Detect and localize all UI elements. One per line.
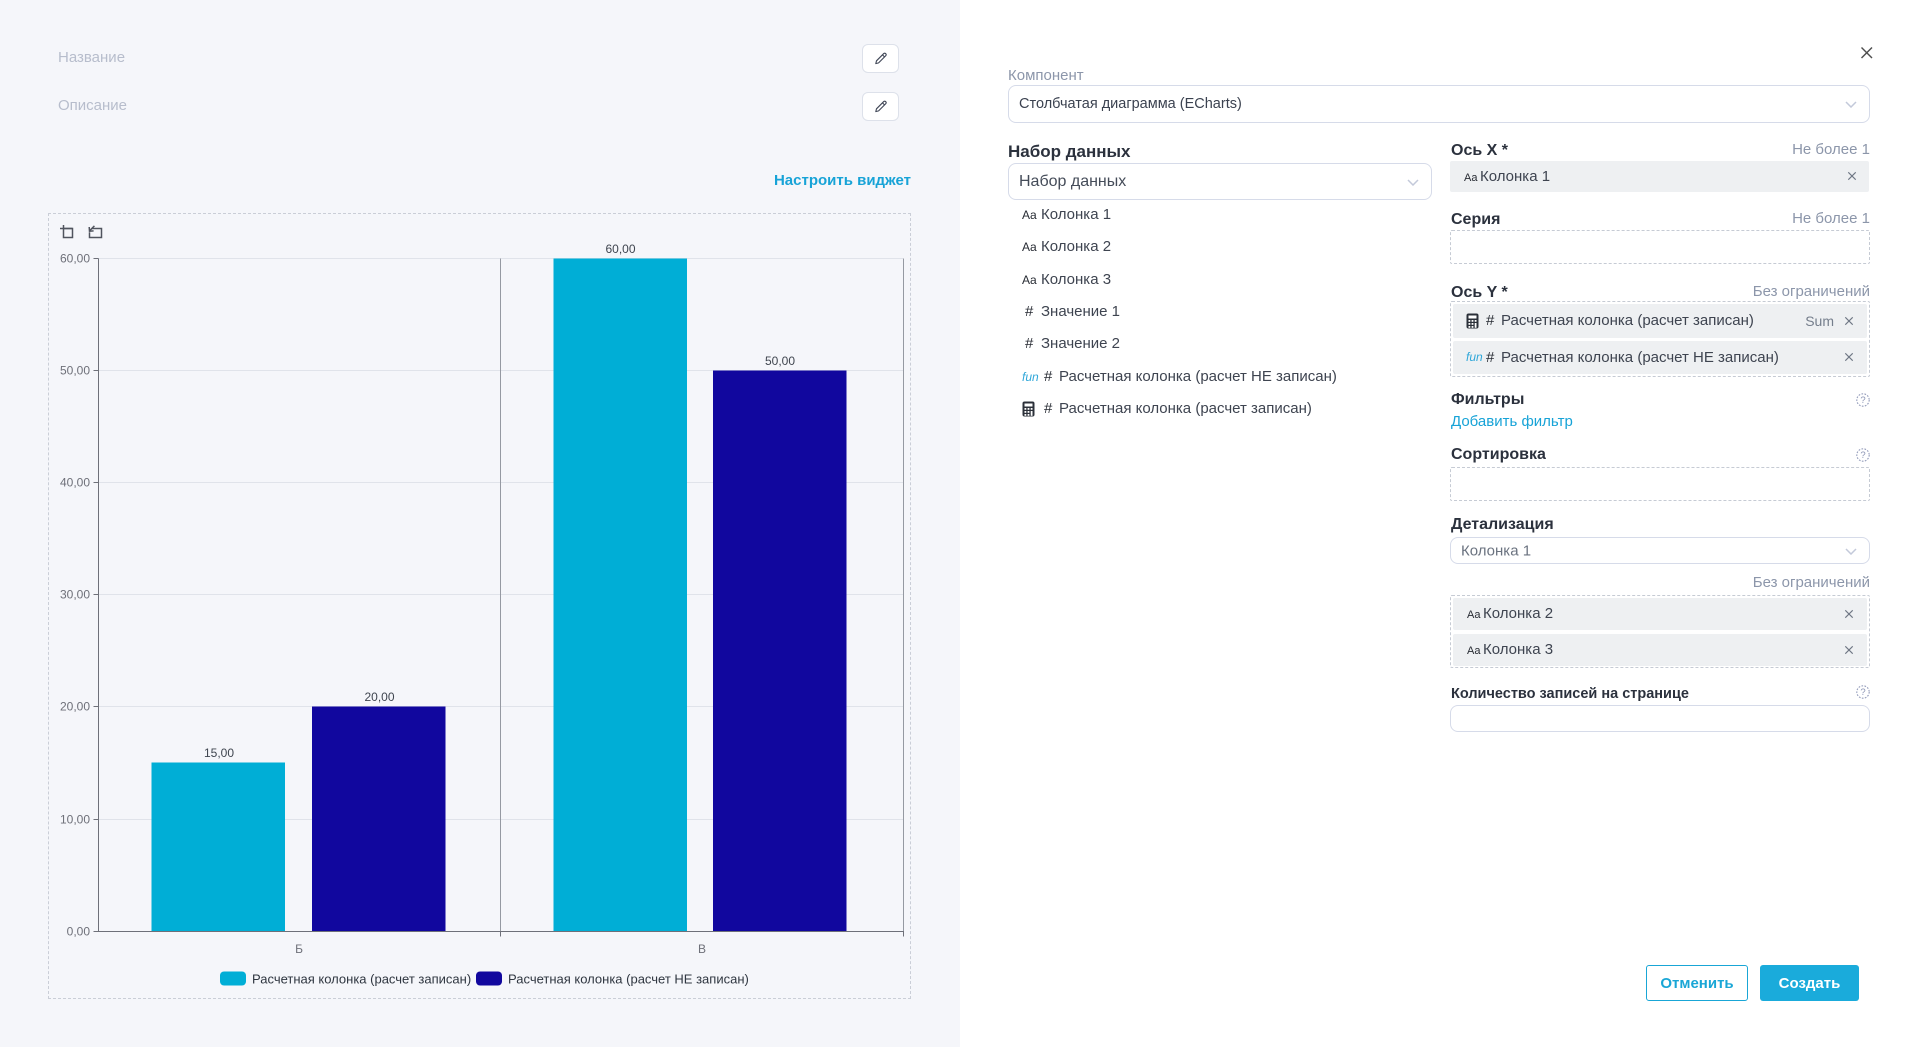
svg-text:В: В <box>698 942 706 956</box>
svg-text:20,00: 20,00 <box>60 700 90 714</box>
svg-text:20,00: 20,00 <box>364 690 394 704</box>
svg-text:0,00: 0,00 <box>67 925 91 939</box>
svg-text:50,00: 50,00 <box>765 354 795 368</box>
svg-text:30,00: 30,00 <box>60 588 90 602</box>
svg-text:15,00: 15,00 <box>204 746 234 760</box>
svg-text:50,00: 50,00 <box>60 364 90 378</box>
svg-text:Расчетная колонка (расчет НЕ з: Расчетная колонка (расчет НЕ записан) <box>508 972 749 987</box>
svg-text:10,00: 10,00 <box>60 813 90 827</box>
svg-text:60,00: 60,00 <box>605 242 635 256</box>
svg-text:?: ? <box>1860 687 1865 698</box>
svg-text:60,00: 60,00 <box>60 252 90 266</box>
svg-text:40,00: 40,00 <box>60 476 90 490</box>
svg-text:Б: Б <box>295 942 303 956</box>
svg-text:Расчетная колонка (расчет запи: Расчетная колонка (расчет записан) <box>252 972 471 987</box>
svg-text:?: ? <box>1860 395 1865 406</box>
svg-text:?: ? <box>1860 450 1865 461</box>
